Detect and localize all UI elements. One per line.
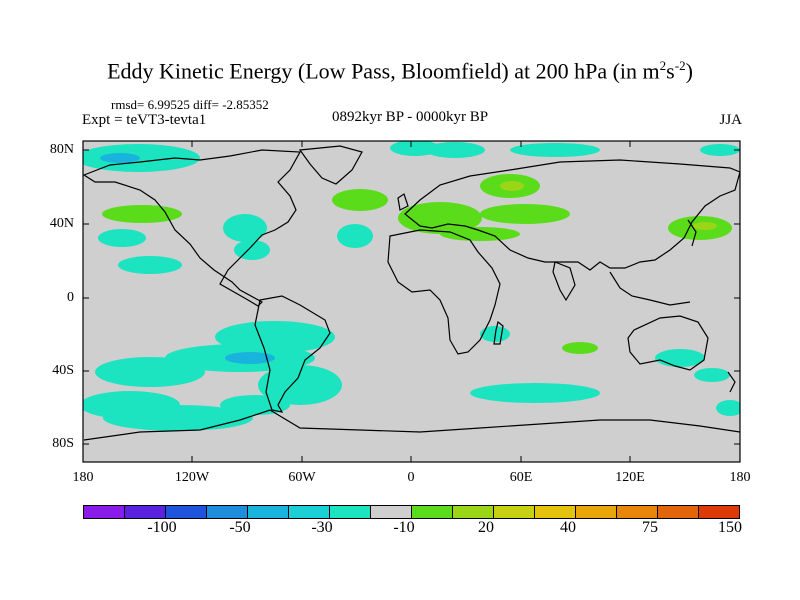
colorbar-swatch: [412, 506, 453, 518]
colorbar-swatch: [248, 506, 289, 518]
lon-label-120w: 120W: [174, 470, 210, 485]
colorbar-label: 20: [478, 519, 494, 536]
colorbar: [83, 505, 740, 519]
period-label: 0892kyr BP - 0000kyr BP: [331, 109, 489, 125]
colorbar-swatch: [576, 506, 617, 518]
colorbar-label: -10: [393, 519, 415, 536]
colorbar-label: -100: [147, 519, 177, 536]
lon-label-60w: 60W: [288, 470, 316, 485]
experiment-label: Expt = teVT3-tevta1: [82, 112, 207, 128]
colorbar-swatch: [166, 506, 207, 518]
colorbar-label: 40: [560, 519, 576, 536]
lon-label-180e: 180: [729, 470, 751, 485]
colorbar-swatch: [617, 506, 658, 518]
season-label: JJA: [719, 112, 742, 128]
lon-label-0: 0: [407, 470, 415, 485]
colorbar-swatch: [207, 506, 248, 518]
stats-label: rmsd= 6.99525 diff= -2.85352: [111, 97, 269, 112]
coastlines: [83, 145, 740, 441]
colorbar-swatch: [699, 506, 739, 518]
colorbar-label: 150: [718, 519, 742, 536]
negative-anomaly-regions: [83, 141, 740, 431]
colorbar-swatch: [535, 506, 576, 518]
colorbar-swatch: [494, 506, 535, 518]
lon-label-120e: 120E: [615, 470, 645, 485]
colorbar-swatch: [125, 506, 166, 518]
colorbar-label: -30: [311, 519, 333, 536]
lat-label-80s: 80S: [52, 436, 74, 451]
colorbar-swatch: [84, 506, 125, 518]
colorbar-label: 75: [642, 519, 658, 536]
anomaly-field: [83, 141, 740, 441]
colorbar-label: -50: [229, 519, 251, 536]
lat-label-40s: 40S: [52, 363, 74, 378]
lat-label-0: 0: [67, 290, 74, 305]
colorbar-swatch: [289, 506, 330, 518]
colorbar-swatch: [453, 506, 494, 518]
colorbar-swatch: [330, 506, 371, 518]
axis-ticks: [83, 141, 740, 462]
lon-label-60e: 60E: [509, 470, 533, 485]
colorbar-swatch: [658, 506, 699, 518]
lat-label-40n: 40N: [49, 216, 74, 231]
lat-label-80n: 80N: [49, 142, 74, 157]
strong-positive-cores: [500, 181, 717, 230]
lon-label-180w: 180: [72, 470, 94, 485]
strong-negative-cores: [100, 153, 275, 364]
colorbar-swatch: [371, 506, 412, 518]
map-title: Eddy Kinetic Energy (Low Pass, Bloomfiel…: [107, 58, 693, 84]
